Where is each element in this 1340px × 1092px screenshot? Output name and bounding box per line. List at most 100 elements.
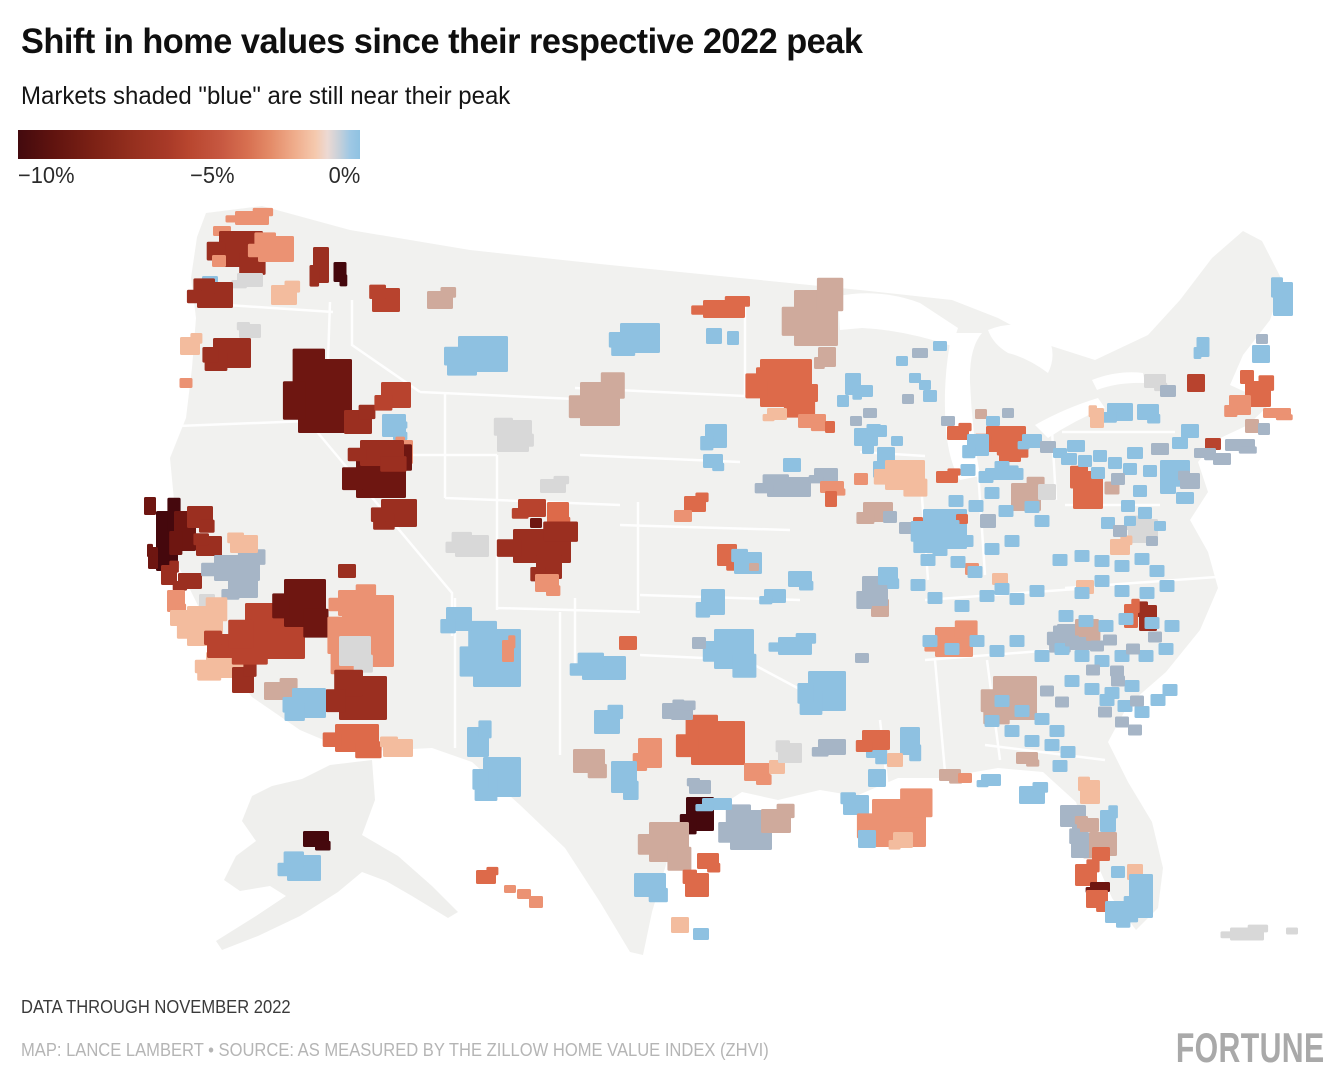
map-region	[1138, 650, 1154, 662]
map-region	[1100, 805, 1118, 832]
map-region	[984, 487, 1000, 499]
map-region	[969, 635, 985, 647]
map-region	[1044, 739, 1060, 751]
map-region	[941, 416, 955, 426]
map-region	[1240, 370, 1254, 384]
map-region	[1055, 696, 1069, 708]
map-region	[979, 590, 995, 602]
map-region	[1114, 560, 1130, 572]
map-region	[1098, 620, 1114, 632]
map-region	[868, 769, 886, 787]
map-region	[180, 333, 203, 355]
map-region	[1092, 847, 1110, 861]
map-region	[179, 378, 193, 388]
map-region	[370, 499, 417, 530]
map-region	[919, 380, 931, 390]
map-region	[530, 518, 542, 528]
legend-ticks: −10% −5% 0%	[18, 162, 360, 188]
map-region	[201, 549, 266, 581]
map-region	[1224, 395, 1251, 417]
map-region	[193, 533, 222, 556]
map-region	[1029, 585, 1045, 597]
map-region	[682, 869, 709, 897]
map-region	[1058, 610, 1074, 622]
map-region	[859, 385, 873, 397]
map-region	[1117, 700, 1133, 712]
map-region	[1040, 441, 1056, 453]
map-region	[1148, 631, 1162, 643]
map-region	[1052, 554, 1068, 566]
map-region	[1009, 635, 1025, 647]
color-scale-legend: −10% −5% 0%	[18, 130, 360, 188]
map-region	[568, 372, 625, 426]
legend-tick-max: 0%	[328, 162, 360, 188]
map-region	[608, 323, 660, 356]
map-region	[994, 583, 1010, 595]
map-region	[692, 637, 706, 649]
map-region	[1078, 615, 1094, 627]
map-region	[227, 532, 258, 553]
map-region	[440, 607, 472, 634]
map-region	[855, 730, 890, 752]
lake-ontario	[1092, 372, 1145, 390]
map-region	[1172, 437, 1188, 449]
map-region	[744, 763, 772, 785]
map-region	[662, 699, 685, 719]
map-region	[1049, 725, 1065, 737]
map-region	[967, 566, 983, 578]
map-region	[264, 678, 298, 700]
map-region	[1149, 565, 1165, 577]
map-region	[994, 695, 1010, 707]
map-region	[1009, 593, 1025, 605]
map-region	[1139, 587, 1155, 599]
footer-data-note: DATA THROUGH NOVEMBER 2022	[21, 997, 291, 1017]
map-region	[476, 866, 499, 884]
map-region	[1121, 500, 1135, 512]
map-region	[855, 653, 869, 663]
map-region	[695, 589, 725, 618]
map-region	[684, 492, 709, 512]
map-region	[783, 458, 801, 472]
map-region	[1024, 501, 1040, 513]
map-region	[187, 506, 215, 533]
map-region	[1040, 685, 1054, 697]
map-region	[1154, 521, 1166, 531]
map-region	[1094, 555, 1110, 567]
color-gradient-bar	[18, 130, 360, 159]
map-region	[147, 543, 158, 569]
map-region	[339, 636, 373, 673]
map-region	[887, 753, 903, 767]
map-region	[535, 574, 561, 596]
map-region	[1078, 455, 1092, 467]
map-region	[727, 331, 739, 345]
map-region	[888, 832, 913, 850]
map-region	[1098, 706, 1112, 718]
map-region	[909, 373, 921, 383]
map-region	[1111, 675, 1125, 687]
map-region	[144, 497, 156, 515]
map-region	[493, 417, 529, 452]
map-region	[1134, 553, 1150, 565]
map-region	[1090, 640, 1104, 652]
map-region	[271, 280, 301, 305]
map-region	[992, 573, 1008, 585]
map-region	[502, 635, 516, 662]
map-region	[1178, 470, 1200, 489]
map-region	[282, 688, 326, 721]
map-region	[775, 740, 802, 763]
map-region	[1146, 536, 1158, 546]
map-region	[529, 896, 543, 908]
map-region	[1160, 385, 1176, 397]
map-region	[232, 661, 257, 693]
map-region	[1126, 643, 1140, 655]
map-region	[754, 474, 811, 497]
map-region	[1078, 776, 1100, 804]
map-region	[873, 425, 887, 437]
map-region	[814, 347, 836, 369]
map-region	[1101, 403, 1133, 423]
map-region	[788, 571, 814, 591]
map-region	[912, 348, 928, 358]
map-region	[212, 255, 226, 267]
map-region	[674, 510, 692, 522]
